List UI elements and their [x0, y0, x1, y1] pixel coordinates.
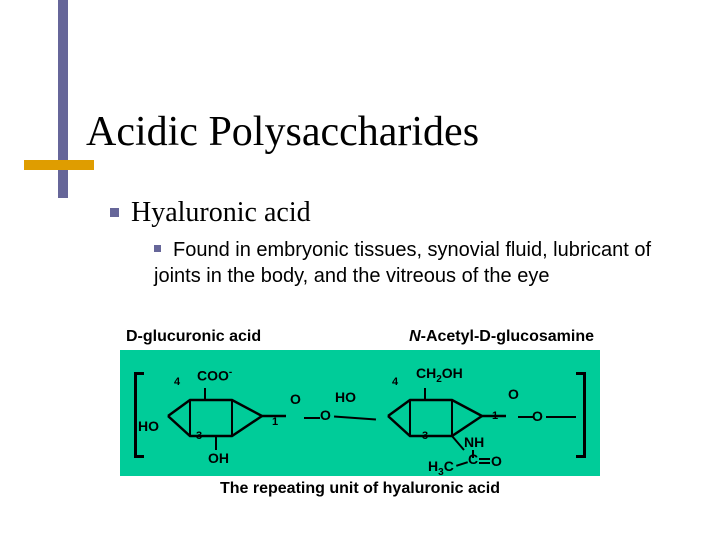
pos-4b: 4 — [392, 376, 398, 388]
slide-title: Acidic Polysaccharides — [86, 108, 479, 156]
pos-1b: 1 — [492, 410, 498, 422]
ring1-o: O — [290, 391, 301, 407]
square-bullet-icon — [154, 245, 161, 252]
accent-horizontal-bar — [24, 160, 94, 170]
subheading-1-text: Hyaluronic acid — [131, 197, 311, 228]
bracket-left-icon — [134, 372, 144, 458]
diagram-top-labels: D-glucuronic acid N-Acetyl-D-glucosamine — [120, 328, 600, 350]
coo-label: COO- — [197, 367, 232, 384]
label-glucuronic: D-glucuronic acid — [126, 328, 261, 346]
bond-icon — [304, 417, 320, 419]
ho-label: HO — [138, 418, 159, 434]
bond-icon — [546, 416, 576, 418]
label-acetylglucosamine: N-Acetyl-D-glucosamine — [409, 328, 594, 346]
h3c-label: H3C — [428, 458, 454, 478]
body-bullet: Found in embryonic tissues, synovial flu… — [154, 238, 664, 289]
square-bullet-icon — [110, 208, 119, 217]
diagram-panel: COO- 4 HO 3 1 O OH O HO CH2OH 4 1 3 O O — [120, 350, 600, 476]
chemical-diagram: D-glucuronic acid N-Acetyl-D-glucosamine… — [120, 328, 600, 498]
pos-3b: 3 — [422, 430, 428, 442]
sugar-ring-1 — [168, 388, 288, 452]
bond-icon — [479, 458, 490, 460]
glyco-o: O — [320, 407, 331, 423]
subheading-1: Hyaluronic acid — [110, 197, 311, 229]
dbl-o-label: O — [491, 453, 502, 469]
sugar-ring-2 — [388, 388, 508, 452]
pos-3: 3 — [196, 430, 202, 442]
ring1-oh-bottom: OH — [208, 450, 229, 466]
body-bullet-text: Found in embryonic tissues, synovial flu… — [154, 239, 651, 287]
c-label: C — [468, 451, 478, 467]
bond-icon — [518, 416, 534, 418]
ch2oh-label: CH2OH — [416, 365, 463, 385]
pos-1: 1 — [272, 416, 278, 428]
bracket-right-icon — [576, 372, 586, 458]
nh-label: NH — [464, 434, 484, 450]
ring2-o: O — [508, 386, 519, 402]
bond-icon — [479, 462, 490, 464]
pos-4: 4 — [174, 376, 180, 388]
link-ho: HO — [335, 389, 356, 405]
bond-icon — [334, 416, 376, 421]
bond-icon — [456, 461, 468, 467]
diagram-caption: The repeating unit of hyaluronic acid — [120, 476, 600, 498]
